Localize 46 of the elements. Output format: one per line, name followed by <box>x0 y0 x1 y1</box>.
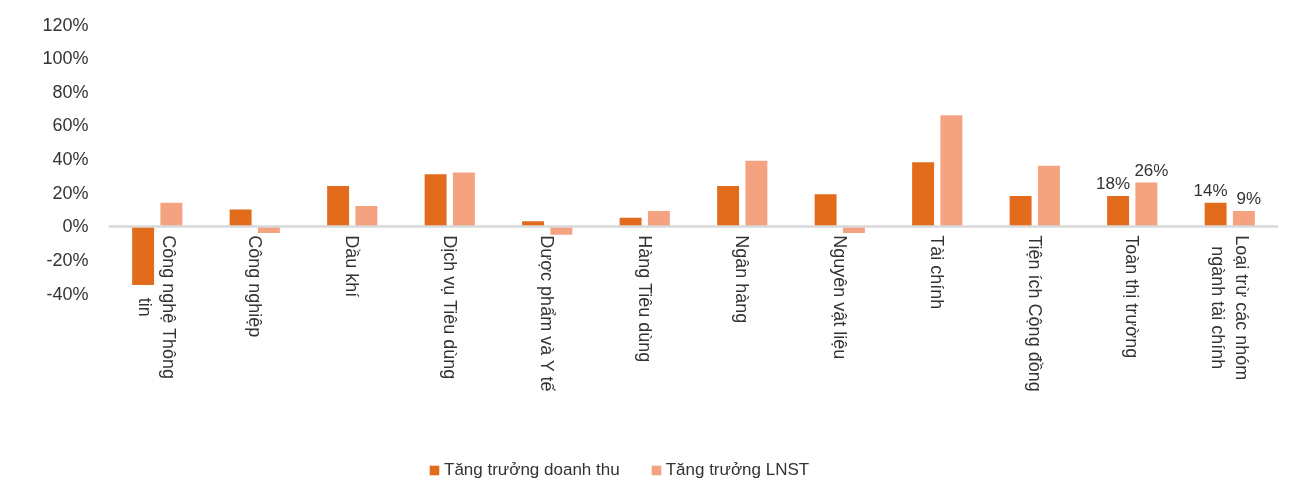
data-label: 18% <box>1096 173 1131 193</box>
bar <box>1135 182 1158 227</box>
bar <box>132 226 155 286</box>
bar <box>745 160 768 227</box>
bar <box>327 185 350 227</box>
y-tick-label: 120% <box>42 14 89 35</box>
bar <box>717 185 740 227</box>
y-tick-label: 60% <box>52 115 89 136</box>
x-tick-label: Công nghệ Thông tin <box>135 235 180 380</box>
x-tick-label: Hàng Tiêu dùng <box>634 235 655 363</box>
bar <box>424 174 447 227</box>
y-tick-label: 0% <box>62 216 89 237</box>
bar <box>160 202 183 227</box>
bar <box>912 162 935 227</box>
x-tick-label: Dịch vụ Tiêu dùng <box>439 235 460 380</box>
y-tick-label: -40% <box>46 283 89 304</box>
bar <box>1107 195 1130 227</box>
x-tick-label: Ngân hàng <box>732 235 753 324</box>
bar <box>1204 202 1227 227</box>
y-tick-label: 100% <box>42 48 89 69</box>
data-label: 14% <box>1193 180 1228 200</box>
x-tick-label: Dược phẩm và Y tế <box>537 235 558 392</box>
y-tick-label: 80% <box>52 81 89 102</box>
legend-label: Tăng trưởng doanh thu <box>444 460 620 480</box>
bar <box>1232 211 1255 227</box>
bar <box>647 211 670 227</box>
bar <box>814 194 837 227</box>
x-tick-label: Công nghiệp <box>244 235 265 338</box>
y-tick-label: 20% <box>52 182 89 203</box>
x-tick-label: Tài chính <box>927 235 948 310</box>
x-tick-label: Dầu khí <box>342 235 363 298</box>
data-label: 26% <box>1134 160 1169 180</box>
legend-label: Tăng trưởng LNST <box>665 460 810 480</box>
data-label: 9% <box>1236 189 1262 209</box>
x-tick-label: Nguyên vật liệu <box>829 235 850 360</box>
bar <box>229 209 252 227</box>
y-tick-label: -20% <box>46 249 89 270</box>
bar <box>1037 165 1060 227</box>
bar <box>452 172 475 227</box>
x-tick-label: Tiện ích Cộng đồng <box>1024 235 1045 392</box>
bar <box>1009 195 1032 227</box>
y-tick-label: 40% <box>52 149 89 169</box>
x-tick-label: Loại trừ các nhóm ngành tài chính <box>1207 235 1252 381</box>
x-tick-label: Toàn thị trường <box>1122 235 1143 359</box>
bar <box>940 115 963 227</box>
bar <box>355 206 378 227</box>
